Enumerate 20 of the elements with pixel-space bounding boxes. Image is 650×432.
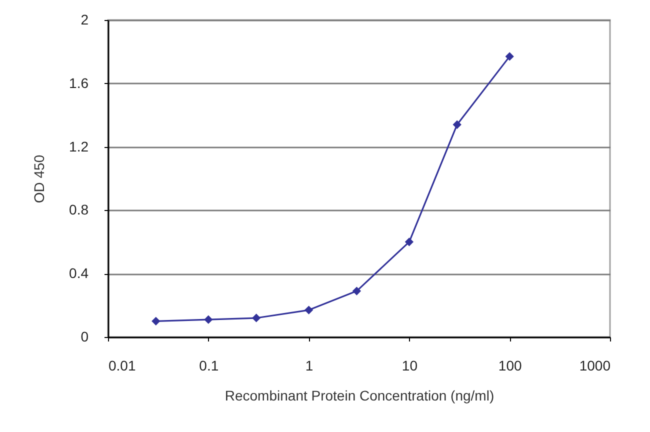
y-tick-label: 1.6 bbox=[69, 74, 89, 91]
point bbox=[505, 52, 514, 61]
y-tick-label: 0 bbox=[80, 328, 89, 344]
y-axis-title: OD 450 bbox=[31, 154, 48, 204]
point bbox=[152, 316, 160, 326]
y-tick-label: 1.2 bbox=[69, 138, 89, 154]
x-tick-label: 0.01 bbox=[108, 358, 136, 374]
point bbox=[304, 306, 314, 314]
point bbox=[352, 286, 362, 296]
y-tick-label: 0.8 bbox=[69, 202, 89, 218]
x-tick-label: 1 bbox=[305, 358, 314, 374]
x-tick-label: 100 bbox=[498, 358, 522, 374]
x-axis-title: Recombinant Protein Concentration (ng/ml) bbox=[224, 388, 494, 404]
point bbox=[404, 238, 414, 246]
x-tick-label: 0.1 bbox=[199, 358, 219, 374]
x-tick-label: 10 bbox=[402, 358, 418, 374]
x-tick-label: 1000 bbox=[579, 358, 611, 374]
point bbox=[252, 314, 261, 322]
y-tick-label: 2 bbox=[80, 12, 89, 28]
y-tick-label: 0.4 bbox=[69, 265, 89, 282]
